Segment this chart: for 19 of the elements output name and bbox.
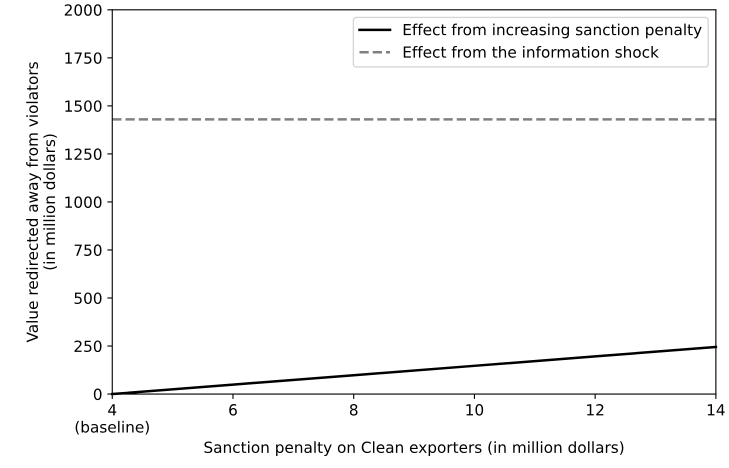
y-tick-label: 1500 (65, 100, 102, 112)
x-tick-label: 6 (229, 404, 237, 416)
y-tick-label: 0 (94, 388, 102, 400)
y-tick-label: 750 (74, 244, 102, 256)
y-tick-label: 250 (74, 340, 102, 352)
x-tick-label: 12 (587, 404, 604, 416)
x-tick-label: 4 (baseline) (76, 404, 149, 435)
y-axis-title: Value redirected away from violators (in million dollars) (26, 62, 57, 342)
legend-label: Effect from the information shock (404, 46, 659, 58)
x-tick-label: 8 (350, 404, 358, 416)
legend-label: Effect from increasing sanction penalty (404, 24, 702, 38)
y-tick-label: 1750 (65, 52, 102, 64)
y-tick-label: 2000 (64, 4, 102, 16)
x-tick-label: 10 (466, 404, 484, 416)
y-tick-label: 1000 (65, 196, 102, 208)
y-tick-label: 500 (74, 292, 102, 304)
y-tick-label: 1250 (65, 148, 102, 160)
x-axis-title: Sanction penalty on Clean exporters (in million dollars) (204, 441, 624, 456)
x-tick-label: 14 (708, 404, 725, 416)
